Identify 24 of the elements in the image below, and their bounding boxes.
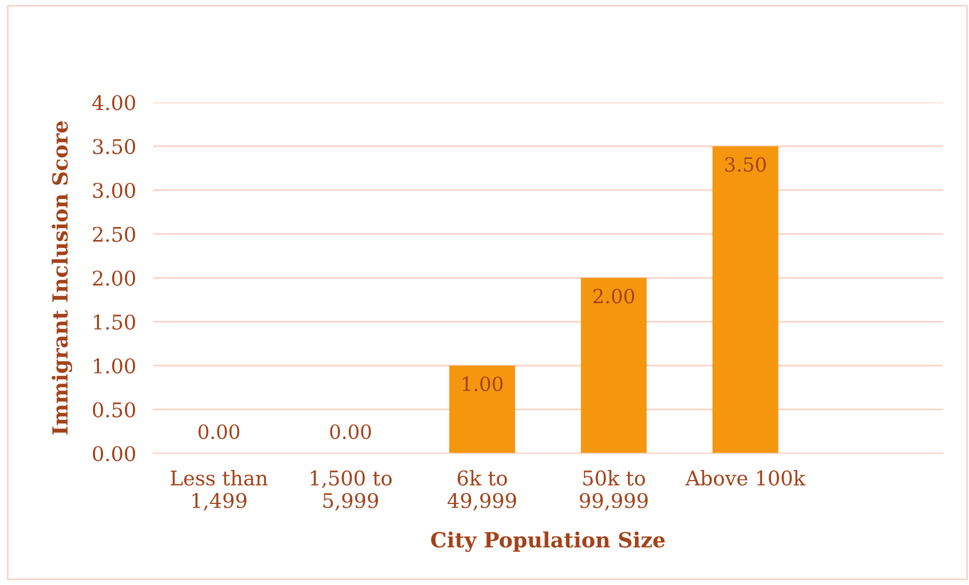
data-label: 2.00 — [593, 288, 634, 304]
x-tick-label: 6k to 49,999 — [448, 470, 516, 511]
data-label: 0.00 — [198, 424, 240, 440]
x-tick-label: Above 100k — [685, 470, 806, 486]
y-tick-label: 0.50 — [92, 402, 136, 418]
y-tick-label: 1.50 — [94, 314, 136, 330]
y-tick-label: 0.00 — [92, 446, 136, 462]
data-label: 0.00 — [330, 424, 371, 440]
data-label: 1.00 — [462, 376, 503, 392]
x-tick-label: 1,500 to 5,999 — [310, 470, 392, 511]
y-tick-label: 3.50 — [93, 138, 136, 154]
y-tick-label: 2.00 — [92, 270, 136, 286]
x-tick-label: Less than 1,499 — [170, 470, 268, 511]
y-tick-label: 4.00 — [92, 95, 136, 110]
x-axis-title: City Population Size — [431, 532, 665, 552]
y-tick-label: 3.00 — [93, 182, 136, 198]
x-tick-label: 50k to 99,999 — [580, 470, 648, 511]
y-axis-title: Immigrant Inclusion Score — [52, 121, 72, 435]
bar — [449, 366, 516, 454]
bar — [580, 278, 647, 454]
y-tick-label: 2.50 — [92, 226, 136, 242]
y-tick-label: 1.00 — [94, 358, 136, 374]
data-label: 3.50 — [725, 157, 766, 172]
bar — [712, 146, 778, 454]
